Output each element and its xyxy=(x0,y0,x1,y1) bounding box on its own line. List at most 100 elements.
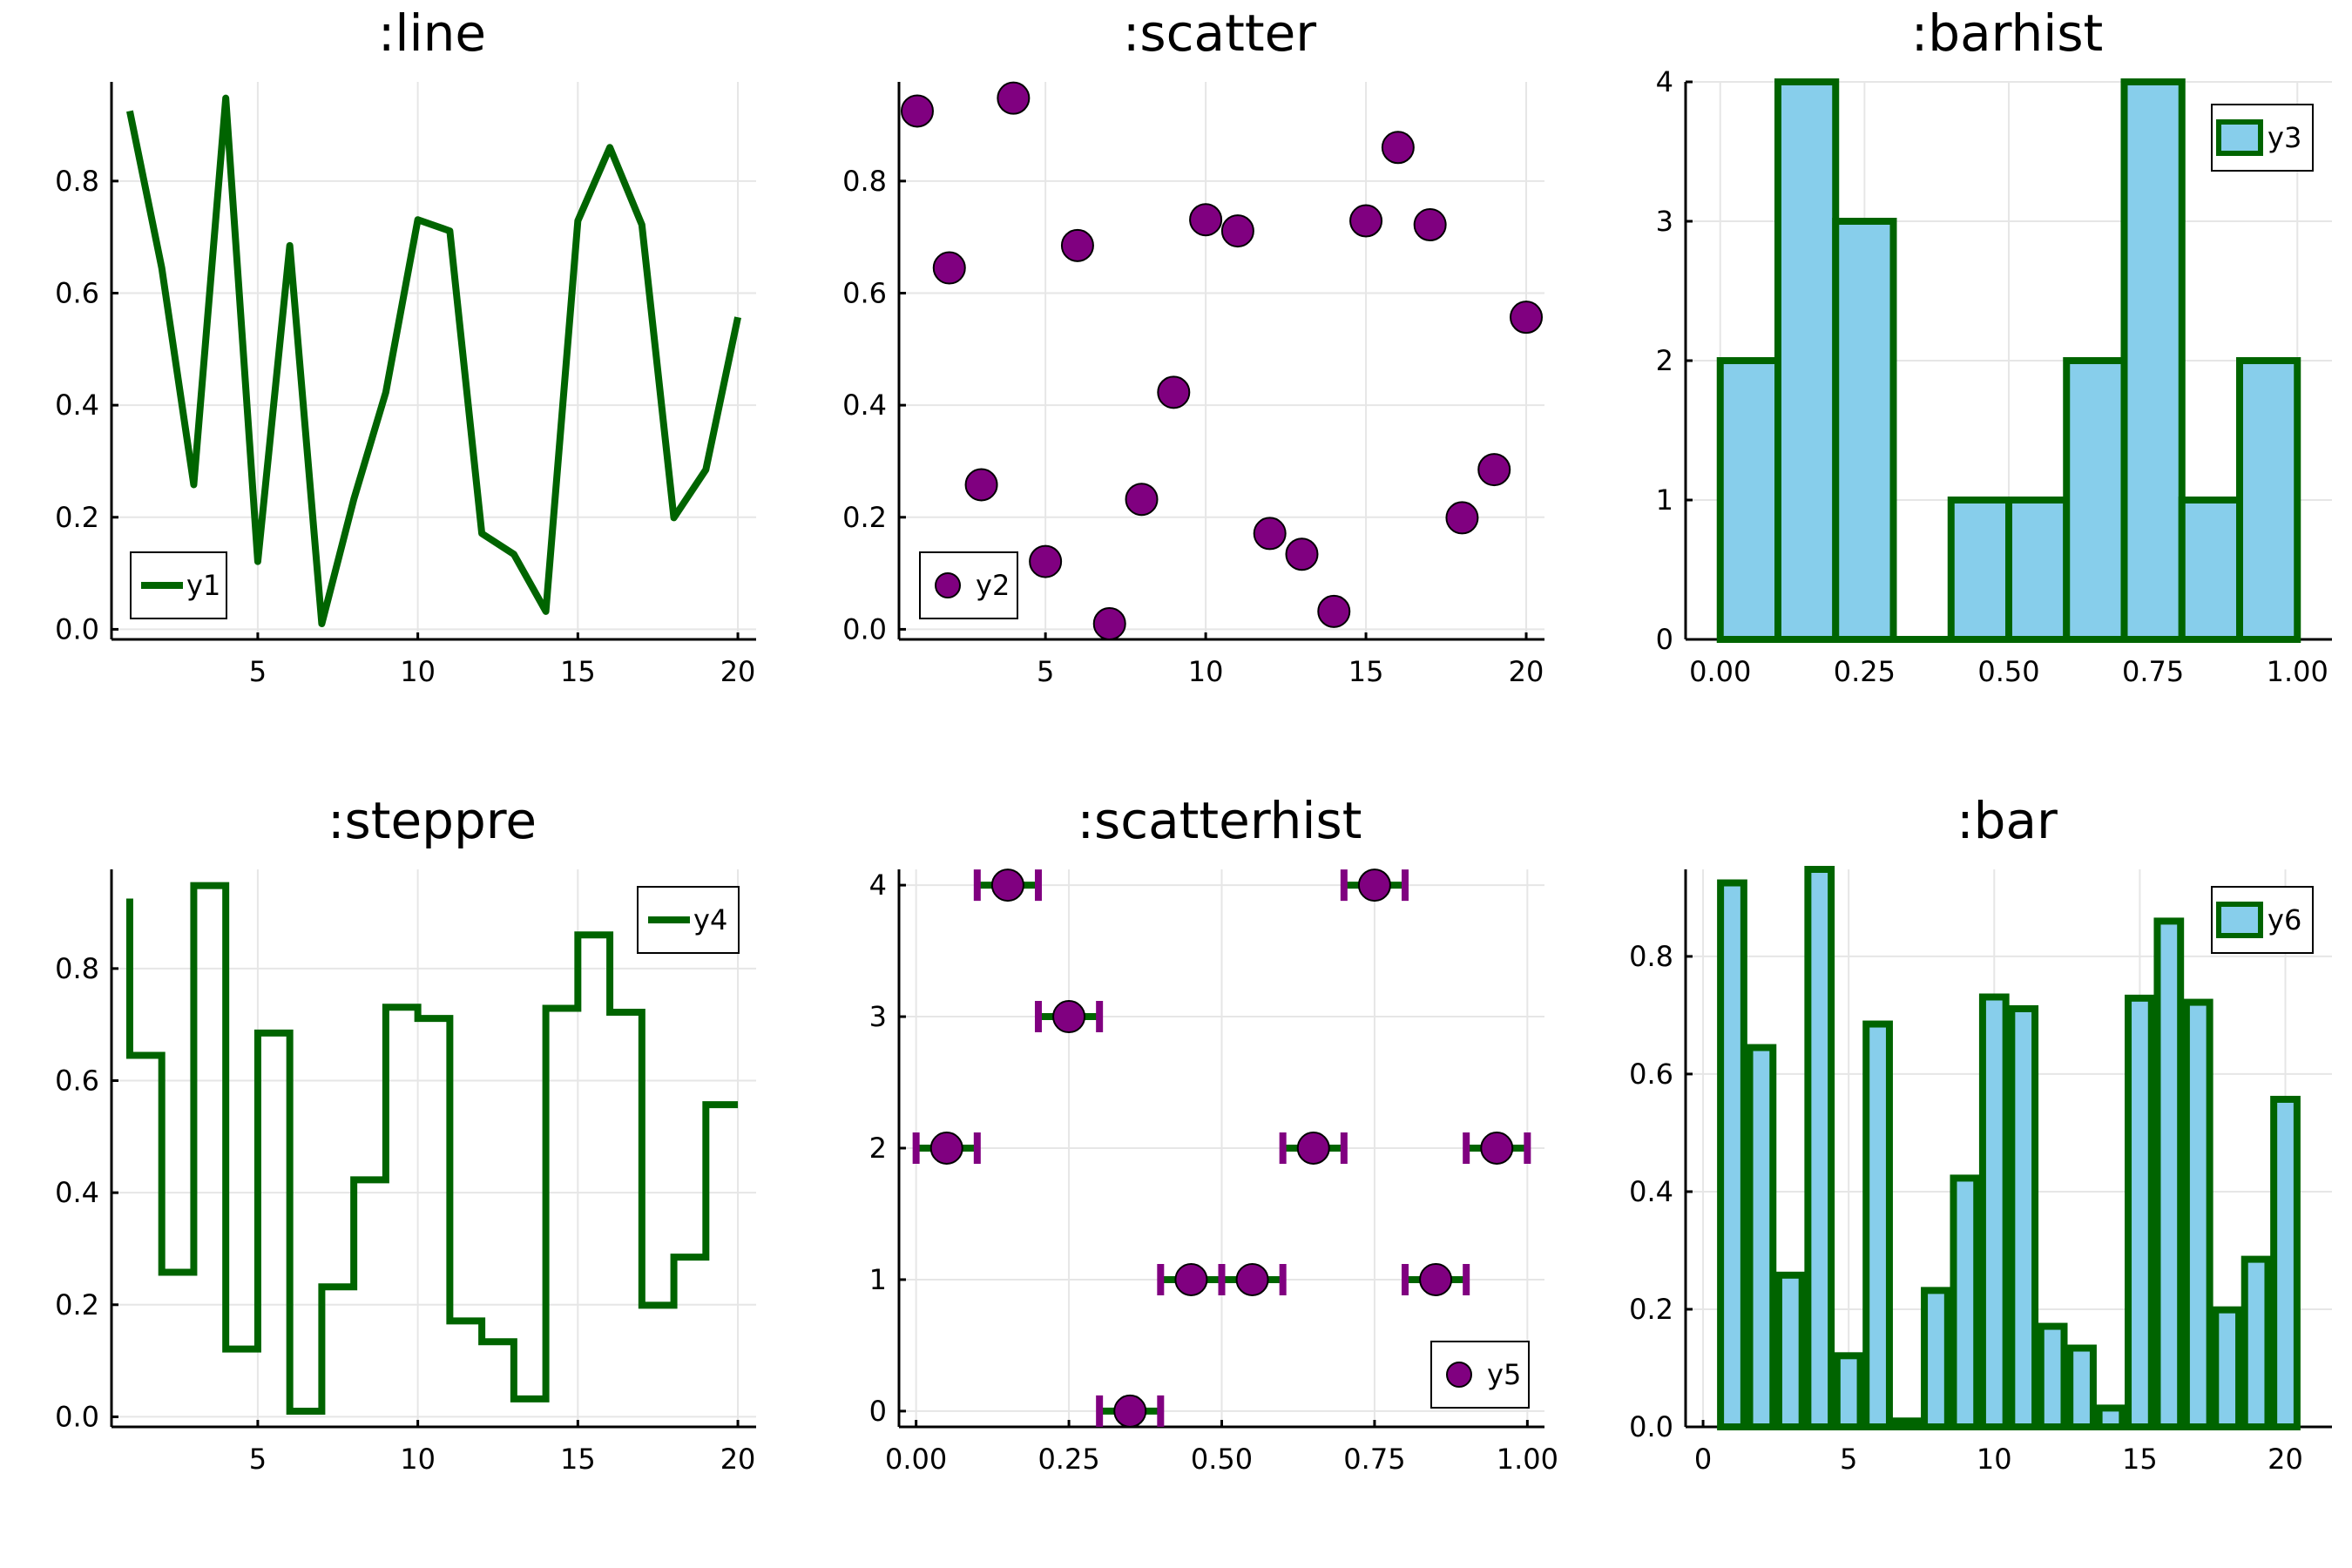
x-tick-label: 10 xyxy=(1188,655,1224,688)
scatter-point xyxy=(1157,375,1191,409)
x-tick-label: 10 xyxy=(400,1443,436,1476)
x-tick-label: 15 xyxy=(560,1443,596,1476)
x-tick-label: 0.50 xyxy=(1977,655,2039,688)
scatterhist-point xyxy=(1480,1132,1514,1165)
bar xyxy=(1833,1352,1864,1431)
scatter-point xyxy=(997,81,1031,115)
bar xyxy=(1717,879,1747,1430)
panel-steppre: :steppre 5 10 15 20 0.0 0.2 0.4 0.6 0.8 y4 xyxy=(55,791,756,1476)
legend-label: y4 xyxy=(693,903,727,936)
y-tick-label: 0.0 xyxy=(55,1400,99,1433)
y-tick-label: 3 xyxy=(1656,205,1673,238)
y-tick-label: 0.6 xyxy=(55,276,99,309)
x-tick-label: 20 xyxy=(1509,655,1544,688)
y-tick-label: 0.2 xyxy=(55,1288,99,1321)
y-tick-label: 0.2 xyxy=(55,501,99,534)
x-tick-label: 0.75 xyxy=(2122,655,2184,688)
y-tick-label: 1 xyxy=(1656,483,1673,517)
scatterhist-point xyxy=(929,1132,963,1165)
series-step-y4 xyxy=(125,882,739,1415)
x-tick-label: 10 xyxy=(400,655,436,688)
x-tick-label: 15 xyxy=(560,655,596,688)
bar xyxy=(2037,1322,2068,1431)
scatterhist-point xyxy=(1357,868,1391,902)
histogram-bar xyxy=(1716,357,1781,643)
y-tick-label: 0.8 xyxy=(1629,940,1673,973)
scatterhist-point xyxy=(1235,1262,1269,1296)
legend-label: y5 xyxy=(1487,1358,1521,1391)
x-tick-label: 0.25 xyxy=(1037,1443,1099,1476)
legend-swatch xyxy=(1446,1362,1472,1388)
bar xyxy=(2095,1404,2126,1430)
y-tick-label: 2 xyxy=(1656,344,1673,377)
x-tick-label: 20 xyxy=(720,655,756,688)
histogram-bar xyxy=(2236,357,2301,643)
panel-title: :line xyxy=(378,3,486,63)
legend-label: y2 xyxy=(976,569,1010,602)
y-tick-label: 0.4 xyxy=(1629,1175,1673,1208)
legend-label: y6 xyxy=(2268,903,2301,936)
scatter-point xyxy=(1125,483,1159,517)
y-tick-label: 0.6 xyxy=(55,1064,99,1097)
scatter-point xyxy=(1477,453,1511,487)
y-tick-label: 4 xyxy=(869,868,887,902)
histogram-bar xyxy=(1947,497,2012,643)
x-tick-label: 20 xyxy=(720,1443,756,1476)
y-tick-label: 0 xyxy=(1656,623,1673,656)
bar xyxy=(1862,1020,1893,1430)
panel-scatter: :scatter 5 10 15 20 0.0 0.2 0.4 0.6 0.8 y2 xyxy=(842,3,1544,688)
histogram-bar xyxy=(2005,497,2071,643)
x-tick-label: 20 xyxy=(2268,1443,2303,1476)
scatter-point xyxy=(1029,544,1063,578)
scatter-point xyxy=(1317,594,1351,628)
y-tick-label: 1 xyxy=(869,1263,887,1296)
panel-bar: :bar 0 5 10 15 20 0.0 0.2 0.4 0.6 0.8 y6 xyxy=(1629,791,2332,1476)
scatterhist-point xyxy=(1419,1262,1453,1296)
bar xyxy=(1950,1174,1981,1431)
legend-swatch xyxy=(935,572,961,598)
panel-barhist: :barhist 0.00 0.25 0.50 0.75 1.00 0 1 2 3 4 y3 xyxy=(1656,3,2332,688)
histogram-bar xyxy=(1774,78,1840,643)
y-tick-label: 0 xyxy=(869,1395,887,1428)
scatterhist-point xyxy=(990,868,1024,902)
bar xyxy=(2212,1306,2243,1431)
bar xyxy=(2240,1255,2272,1431)
y-tick-label: 0.4 xyxy=(55,1176,99,1209)
legend-label: y1 xyxy=(186,569,220,602)
y-tick-label: 0.2 xyxy=(1629,1293,1673,1326)
y-tick-label: 0.8 xyxy=(55,165,99,198)
x-tick-label: 15 xyxy=(2122,1443,2158,1476)
bar xyxy=(2125,994,2155,1431)
x-tick-label: 5 xyxy=(249,1443,267,1476)
x-tick-label: 0.50 xyxy=(1191,1443,1253,1476)
legend-label: y3 xyxy=(2268,121,2301,154)
scatterhist-point xyxy=(1174,1262,1208,1296)
y-tick-label: 0.0 xyxy=(1629,1410,1673,1443)
x-tick-label: 5 xyxy=(1037,655,1054,688)
legend-swatch xyxy=(2216,902,2263,938)
x-tick-label: 0.00 xyxy=(885,1443,947,1476)
y-tick-label: 4 xyxy=(1656,65,1673,98)
scatter-point xyxy=(932,251,966,285)
y-tick-label: 3 xyxy=(869,1000,887,1033)
legend-swatch xyxy=(2216,119,2263,156)
scatter-point xyxy=(1092,606,1126,640)
scatter-point xyxy=(1060,228,1094,262)
panel-title: :barhist xyxy=(1911,3,2104,63)
scatterhist-point xyxy=(1113,1394,1147,1428)
histogram-bar xyxy=(2120,78,2186,643)
bar xyxy=(2182,998,2213,1430)
y-tick-label: 0.8 xyxy=(842,165,887,198)
scatter-point xyxy=(1189,203,1223,237)
x-tick-label: 0.25 xyxy=(1834,655,1896,688)
panel-title: :steppre xyxy=(328,791,537,850)
scatter-point xyxy=(900,94,934,128)
bar xyxy=(1804,866,1835,1430)
y-tick-label: 0.4 xyxy=(55,389,99,422)
y-tick-label: 0.4 xyxy=(842,389,887,422)
scatter-point xyxy=(1220,214,1254,248)
x-tick-label: 1.00 xyxy=(1497,1443,1558,1476)
bar xyxy=(1921,1287,1951,1430)
panel-title: :scatterhist xyxy=(1077,791,1362,850)
